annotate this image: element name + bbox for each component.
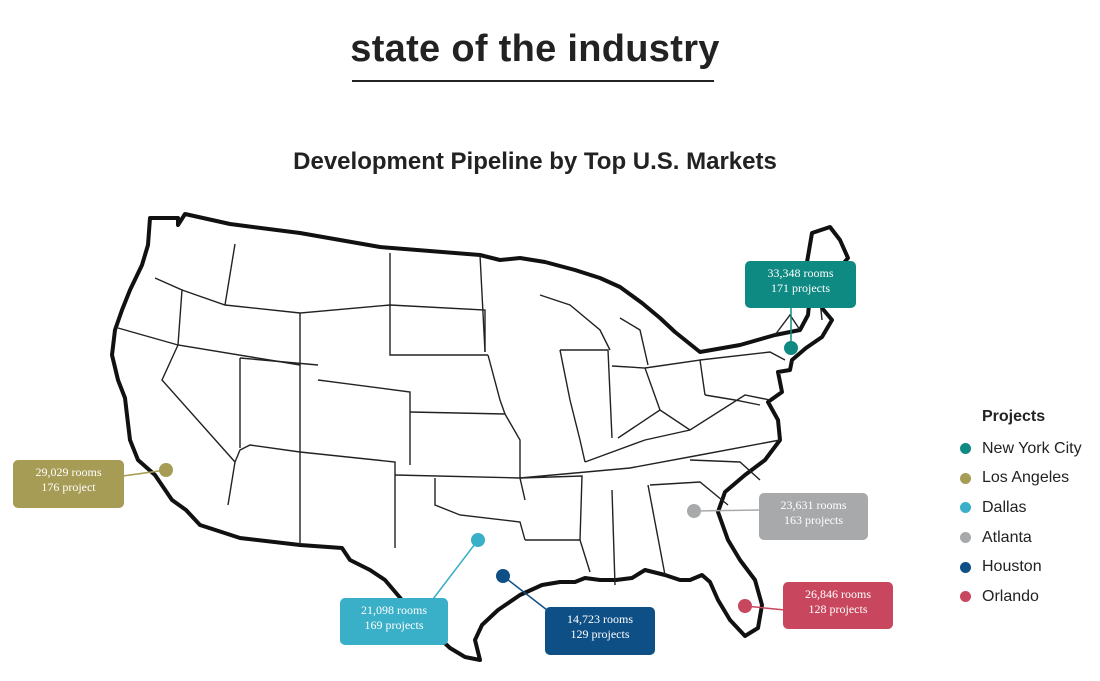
marker-orlando[interactable] [738,599,752,613]
page-title: state of the industry [350,28,720,70]
leader-dallas [429,539,479,604]
map-title: Development Pipeline by Top U.S. Markets [293,148,777,175]
legend-dot [960,561,971,573]
marker-nyc[interactable] [784,341,798,355]
legend: Projects New York City Los Angeles Dalla… [960,408,1082,612]
callout-nyc: 33,348 rooms 171 projects [745,261,856,308]
callout-projects: 128 projects [808,602,868,616]
callout-atlanta: 23,631 rooms 163 projects [759,493,868,540]
callout-projects: 169 projects [364,618,424,632]
callout-orlando: 26,846 rooms 128 projects [783,582,893,629]
callout-projects: 176 project [41,480,96,494]
marker-la[interactable] [159,463,173,477]
callout-rooms: 23,631 rooms [780,498,847,512]
marker-houston[interactable] [496,569,510,583]
callout-dallas: 21,098 rooms 169 projects [340,598,448,645]
callout-rooms: 21,098 rooms [361,603,427,617]
legend-dot [960,502,971,514]
legend-item-atlanta[interactable]: Atlanta [960,523,1082,553]
leader-atlanta [693,509,761,512]
legend-item-la[interactable]: Los Angeles [960,464,1082,494]
legend-label: Orlando [982,587,1039,605]
legend-item-orlando[interactable]: Orlando [960,582,1082,612]
callout-rooms: 33,348 rooms [767,266,834,280]
legend-item-houston[interactable]: Houston [960,552,1082,582]
legend-dot [960,472,971,484]
leader-houston [502,575,548,611]
legend-label: Dallas [982,498,1027,516]
leader-la [122,469,167,477]
callout-la: 29,029 rooms 176 project [13,460,124,508]
marker-dallas[interactable] [471,533,485,547]
callout-rooms: 14,723 rooms [567,612,633,626]
callout-projects: 163 projects [784,513,843,527]
legend-label: Atlanta [982,528,1032,546]
us-outline [110,212,850,662]
callout-projects: 129 projects [570,627,630,641]
legend-dot [960,443,971,455]
legend-label: Houston [982,558,1042,576]
legend-label: Los Angeles [982,469,1070,487]
legend-item-nyc[interactable]: New York City [960,434,1082,464]
callout-rooms: 29,029 rooms [35,465,102,479]
callout-houston: 14,723 rooms 129 projects [545,607,655,655]
title-underline [352,80,714,82]
legend-dot [960,591,971,603]
marker-atlanta[interactable] [687,504,701,518]
legend-title: Projects [982,408,1046,425]
legend-dot [960,532,971,544]
state-borders [117,243,823,586]
callout-projects: 171 projects [771,281,830,295]
legend-label: New York City [982,439,1082,457]
callout-rooms: 26,846 rooms [805,587,871,601]
legend-item-dallas[interactable]: Dallas [960,493,1082,523]
